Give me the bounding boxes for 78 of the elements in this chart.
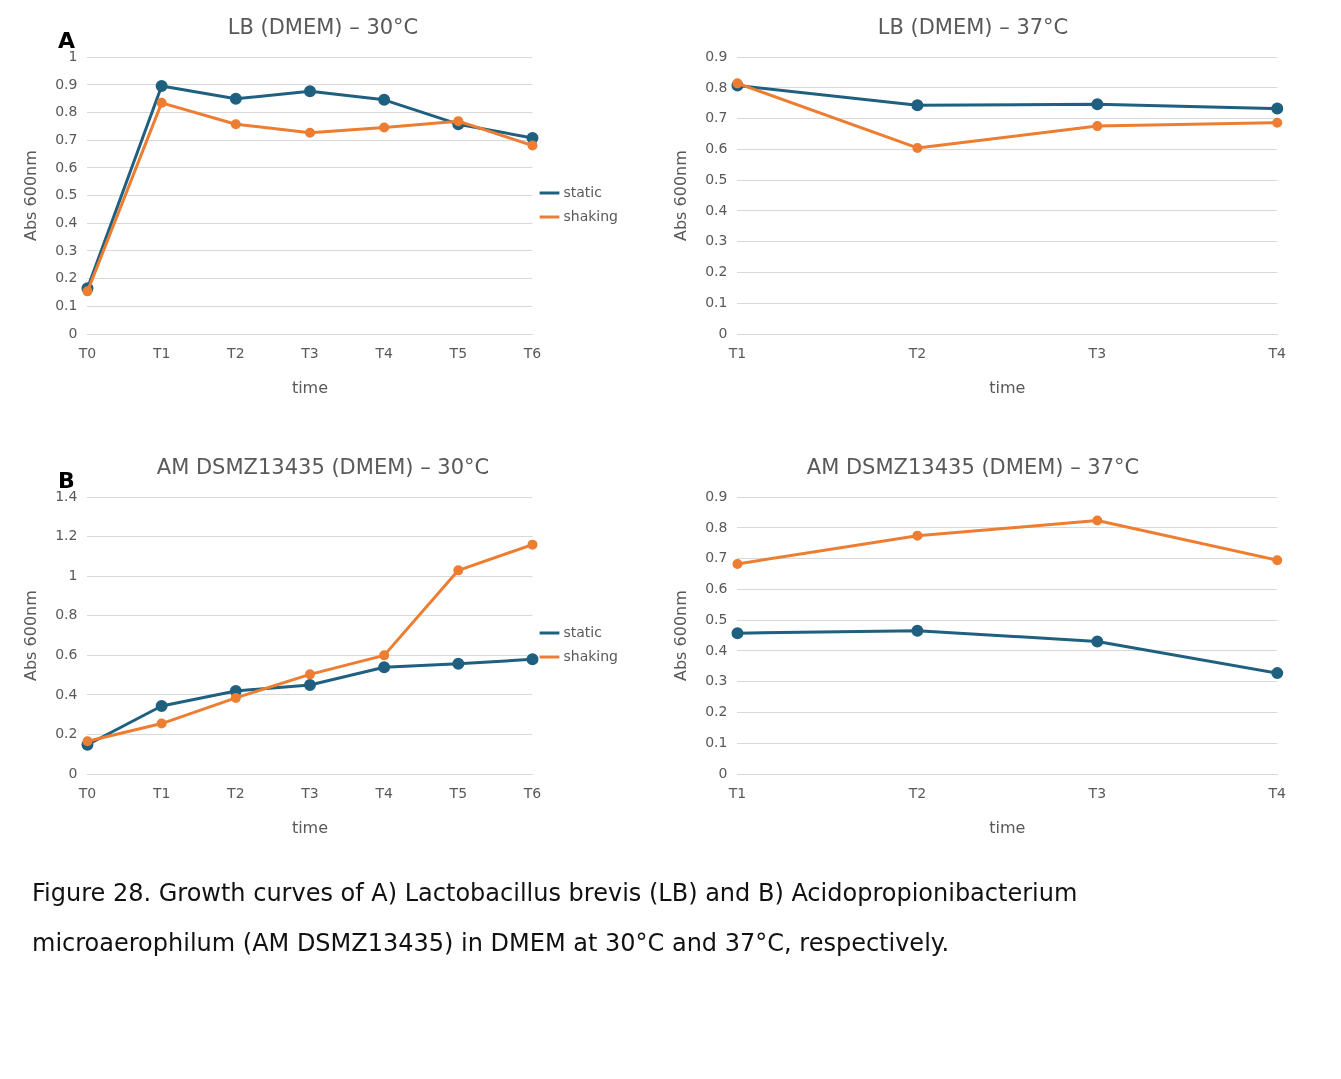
y-tick-label: 0.6 [705,580,728,597]
y-tick-label: 0.8 [705,78,728,95]
chart-title: AM DSMZ13435 (DMEM) – 30°C [156,455,490,480]
x-tick-label: T2 [226,785,245,802]
chart-title: AM DSMZ13435 (DMEM) – 37°C [806,455,1140,480]
x-tick-label: T1 [727,345,747,362]
y-tick-label: 0 [718,764,728,781]
y-tick-label: 1.2 [55,527,78,544]
y-axis-title: Abs 600nm [20,590,40,681]
y-axis-title: Abs 600nm [670,590,690,681]
legend-label: static [563,183,602,200]
x-tick-label: T3 [300,345,319,362]
y-tick-label: 0 [68,764,78,781]
x-axis-title: time [989,377,1026,397]
x-tick-label: T1 [151,785,171,802]
x-tick-label: T6 [522,785,542,802]
y-tick-label: 0.8 [55,103,78,120]
x-tick-label: T2 [907,785,927,802]
y-tick-label: 0 [68,324,78,341]
y-tick-label: 0.9 [705,487,728,504]
x-tick-label: T5 [448,785,468,802]
x-axis-title: time [291,817,329,837]
y-axis-title: Abs 600nm [670,150,690,241]
legend-label: static [563,623,602,640]
y-tick-label: 1.4 [55,487,78,504]
y-tick-label: 0.1 [55,296,78,313]
y-tick-label: 1 [68,47,78,64]
y-tick-label: 0.2 [705,263,728,280]
y-tick-label: 0.3 [55,241,78,258]
y-tick-label: 0.7 [705,109,728,126]
y-tick-label: 1 [68,566,78,583]
y-tick-label: 0.1 [705,293,728,310]
x-axis-title: time [989,817,1026,837]
y-tick-label: 0.2 [55,725,78,742]
chart-title: LB (DMEM) – 37°C [877,15,1069,40]
y-tick-label: 0.5 [705,610,728,627]
x-tick-label: T4 [374,345,393,362]
y-tick-label: 0.6 [55,646,78,663]
y-tick-label: 0.5 [705,170,728,187]
y-tick-label: 0.3 [705,672,728,689]
y-tick-label: 0.6 [705,140,728,157]
y-tick-label: 0.5 [55,186,78,203]
x-tick-label: T2 [907,345,927,362]
x-tick-label: T4 [374,785,393,802]
y-tick-label: 0.1 [705,733,728,750]
x-tick-label: T5 [448,345,468,362]
x-axis-title: time [291,377,329,397]
x-tick-label: T0 [77,785,97,802]
y-tick-label: 0.8 [55,606,78,623]
x-tick-label: T1 [727,785,747,802]
x-tick-label: T0 [77,345,97,362]
y-tick-label: 0.4 [705,641,728,658]
y-tick-label: 0.7 [55,130,78,147]
x-tick-label: T2 [226,345,245,362]
y-tick-label: 0.3 [705,232,728,249]
y-tick-label: 0.4 [55,685,78,702]
x-tick-label: T4 [1267,785,1287,802]
y-tick-label: 0.9 [705,47,728,64]
y-tick-label: 0.2 [55,269,78,286]
chart-title: LB (DMEM) – 30°C [227,15,419,40]
x-tick-label: T3 [1087,785,1107,802]
y-tick-label: 0.7 [705,549,728,566]
x-tick-label: T3 [1087,345,1107,362]
x-tick-label: T1 [151,345,171,362]
y-tick-label: 0.4 [55,213,78,230]
x-tick-label: T4 [1267,345,1287,362]
y-tick-label: 0.6 [55,158,78,175]
x-tick-label: T3 [300,785,319,802]
y-tick-label: 0 [718,324,728,341]
y-tick-label: 0.2 [705,703,728,720]
y-tick-label: 0.9 [55,75,78,92]
caption: Figure 28. Growth curves of A) Lactobacillus brevis (LB) and B) Acidopropionibacterium microaerophilum (AM DSMZ13435) in DMEM at 30°C and 37°C, respectively. [31,878,1079,959]
legend-label: shaking [563,207,619,224]
x-tick-label: T6 [522,345,542,362]
legend-label: shaking [563,647,619,664]
y-tick-label: 0.4 [705,201,728,218]
y-axis-title: Abs 600nm [20,150,40,241]
y-tick-label: 0.8 [705,518,728,535]
